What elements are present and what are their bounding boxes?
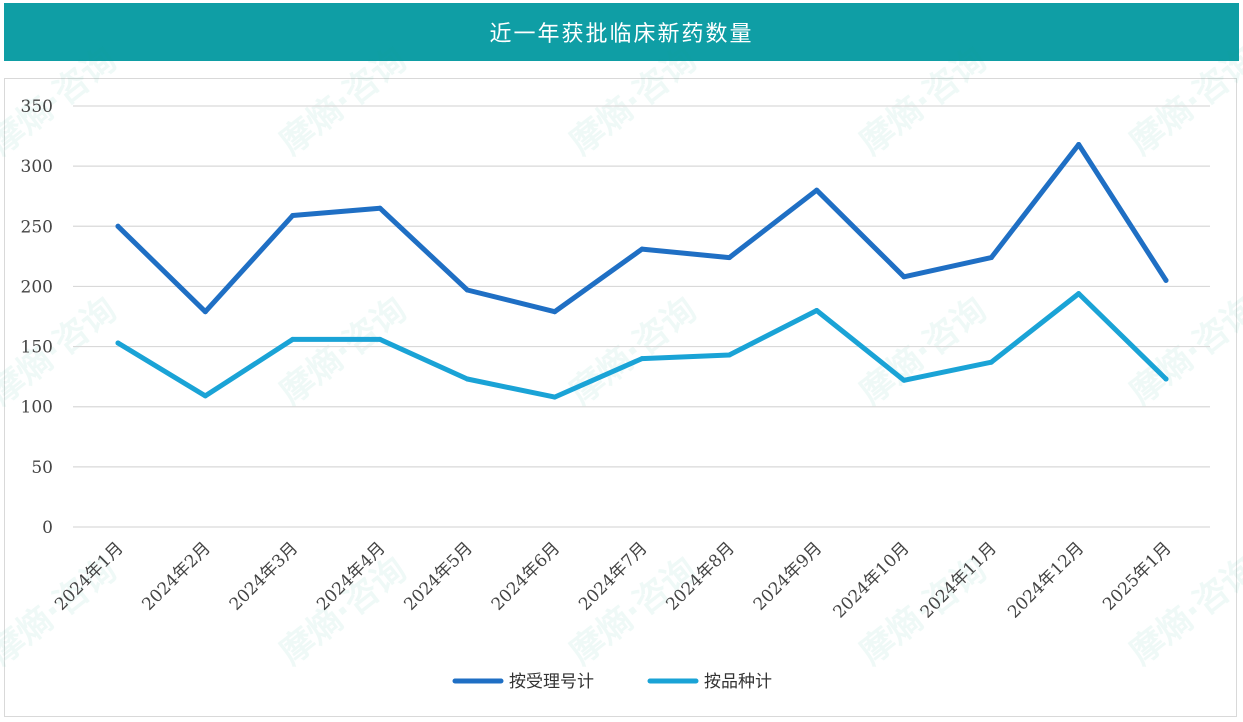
data-point — [464, 287, 470, 293]
data-point — [901, 377, 907, 383]
legend-label: 按受理号计 — [509, 672, 594, 692]
y-tick-label: 300 — [21, 157, 53, 177]
y-tick-label: 350 — [21, 97, 53, 117]
data-point — [202, 309, 208, 315]
data-point — [988, 255, 994, 261]
data-point — [464, 376, 470, 382]
x-tick-label: 2024年9月 — [750, 538, 826, 614]
y-axis-ticks: 0 50 100 150 200 250 300 350 — [21, 97, 53, 538]
y-tick-label: 100 — [21, 398, 53, 418]
data-point — [639, 356, 645, 362]
data-point — [726, 255, 732, 261]
x-tick-label: 2024年6月 — [488, 538, 564, 614]
watermark-text: 摩熵·咨询 — [272, 550, 414, 673]
data-point — [1076, 141, 1082, 147]
watermark-text: 摩熵·咨询 — [0, 40, 124, 163]
y-tick-label: 0 — [42, 518, 53, 538]
x-tick-label: 2024年12月 — [1004, 538, 1088, 622]
data-point — [377, 336, 383, 342]
data-point — [726, 352, 732, 358]
y-tick-label: 250 — [21, 217, 53, 237]
data-point — [377, 205, 383, 211]
data-point — [552, 394, 558, 400]
legend-label: 按品种计 — [704, 672, 772, 692]
y-tick-label: 200 — [21, 277, 53, 297]
watermark-text: 摩熵·咨询 — [852, 40, 994, 163]
x-tick-label: 2024年2月 — [138, 538, 214, 614]
watermark-text: 摩熵·咨询 — [272, 40, 414, 163]
chart-header: 近一年获批临床新药数量 — [4, 3, 1239, 61]
chart-title: 近一年获批临床新药数量 — [489, 22, 754, 47]
data-point — [115, 340, 121, 346]
data-point — [814, 187, 820, 193]
data-point — [988, 359, 994, 365]
watermark-text: 摩熵·咨询 — [562, 40, 704, 163]
data-point — [115, 223, 121, 229]
legend: 按受理号计 按品种计 — [452, 672, 772, 692]
grid-lines — [73, 105, 1210, 528]
data-point — [290, 336, 296, 342]
data-point — [552, 309, 558, 315]
x-tick-label: 2024年5月 — [400, 538, 476, 614]
watermark-text: 摩熵·咨询 — [562, 290, 704, 413]
data-point — [901, 274, 907, 280]
chart-frame — [4, 78, 1237, 717]
data-point — [202, 393, 208, 399]
data-point — [1076, 291, 1082, 297]
x-tick-label: 2025年1月 — [1099, 538, 1175, 614]
watermark-text: 摩熵·咨询 — [0, 290, 124, 413]
data-point — [1163, 376, 1169, 382]
watermark-text: 摩熵·咨询 — [272, 290, 414, 413]
data-point — [1163, 277, 1169, 283]
y-tick-label: 150 — [21, 338, 53, 358]
data-point — [639, 246, 645, 252]
y-tick-label: 50 — [31, 458, 53, 478]
data-point — [814, 307, 820, 313]
data-point — [290, 212, 296, 218]
series-lines — [115, 141, 1169, 400]
watermark-text: 摩熵·咨询 — [852, 290, 994, 413]
x-tick-label: 2024年3月 — [226, 538, 302, 614]
watermark-text: 摩熵·咨询 — [1122, 40, 1243, 163]
